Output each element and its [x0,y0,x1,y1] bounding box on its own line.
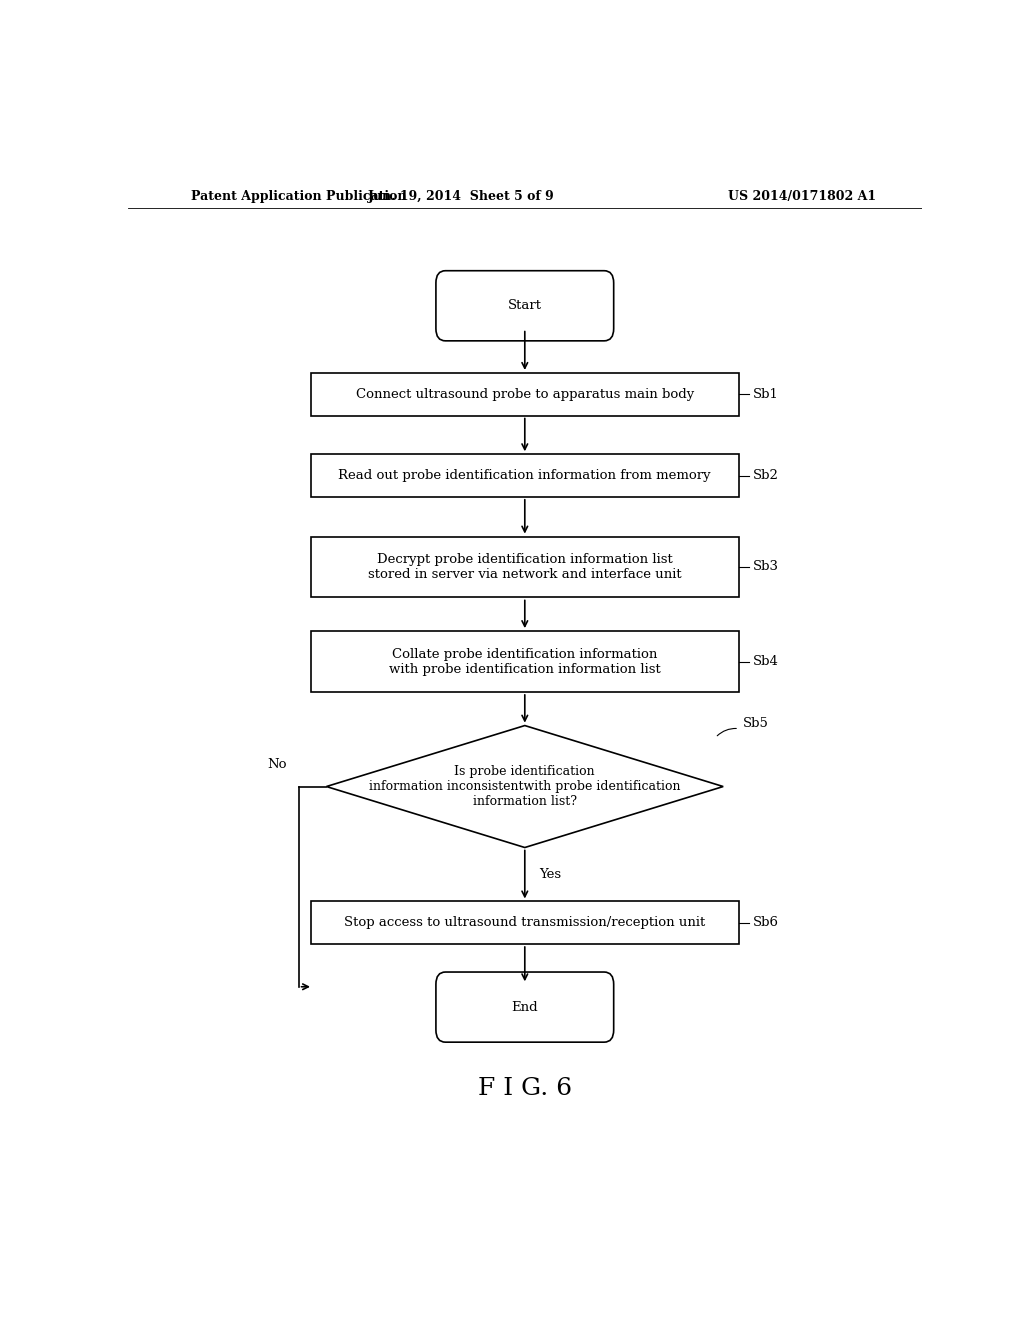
Text: F I G. 6: F I G. 6 [478,1077,571,1100]
Polygon shape [327,726,723,847]
Bar [310,372,739,416]
Text: US 2014/0171802 A1: US 2014/0171802 A1 [728,190,877,202]
Text: Start: Start [508,300,542,313]
Text: Connect ultrasound probe to apparatus main body: Connect ultrasound probe to apparatus ma… [355,388,694,401]
Text: Decrypt probe identification information list
stored in server via network and i: Decrypt probe identification information… [368,553,682,581]
Text: Yes: Yes [539,869,561,880]
Bar [310,454,739,496]
FancyBboxPatch shape [436,972,613,1043]
Bar [310,536,739,598]
Text: No: No [267,758,287,771]
Text: Jun. 19, 2014  Sheet 5 of 9: Jun. 19, 2014 Sheet 5 of 9 [368,190,555,202]
FancyBboxPatch shape [436,271,613,341]
Text: Sb4: Sb4 [753,655,778,668]
Text: End: End [511,1001,539,1014]
Bar [310,902,739,944]
Text: Sb2: Sb2 [753,469,778,482]
Text: Is probe identification
information inconsistentwith probe identification
inform: Is probe identification information inco… [369,766,681,808]
Text: Read out probe identification information from memory: Read out probe identification informatio… [339,469,711,482]
Text: Stop access to ultrasound transmission/reception unit: Stop access to ultrasound transmission/r… [344,916,706,929]
Text: Sb3: Sb3 [753,561,778,573]
Text: Sb1: Sb1 [753,388,778,401]
Text: Collate probe identification information
with probe identification information l: Collate probe identification information… [389,648,660,676]
Bar [310,631,739,692]
Text: Sb5: Sb5 [743,717,769,730]
Text: Patent Application Publication: Patent Application Publication [191,190,407,202]
Text: Sb6: Sb6 [753,916,778,929]
